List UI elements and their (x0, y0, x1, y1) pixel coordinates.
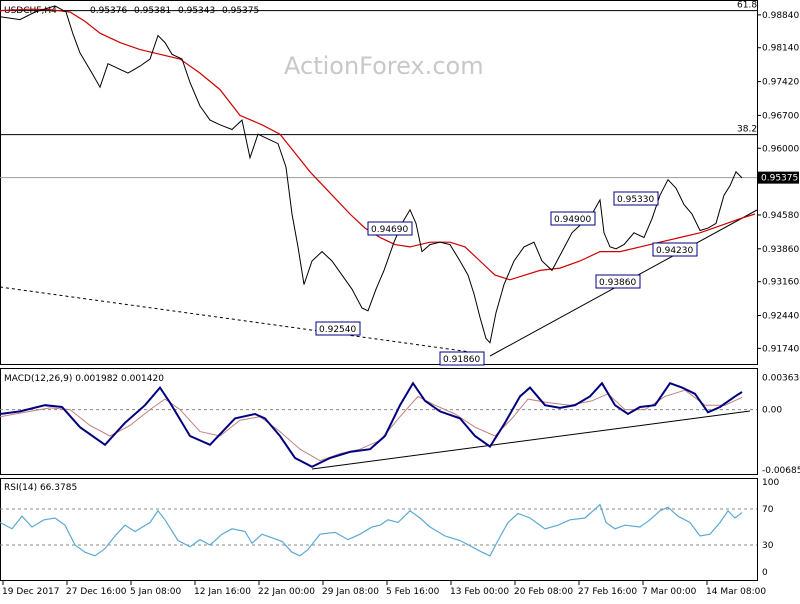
rsi-axis-tick: 100 (762, 478, 779, 488)
macd-axis-tick: 0.00 (762, 406, 782, 416)
time-axis-tick: 5 Feb 16:00 (386, 587, 440, 597)
svg-text:0.94900: 0.94900 (554, 215, 591, 225)
current-price-tag: 0.95375 (758, 171, 799, 184)
time-axis-tick: 5 Jan 08:00 (130, 587, 182, 597)
price-axis-tick: 0.94580 (762, 211, 799, 221)
price-annotation: 0.94230 (652, 242, 698, 257)
svg-text:0.95375: 0.95375 (761, 174, 798, 184)
watermark: ActionForex.com (284, 52, 484, 80)
price-axis-tick: 0.93160 (762, 278, 799, 288)
macd-panel-frame (0, 368, 758, 475)
svg-text:0.91860: 0.91860 (443, 355, 480, 365)
price-axis-tick: 0.92440 (762, 311, 799, 321)
rsi-title: RSI(14) 66.3785 (4, 483, 77, 493)
price-annotation: 0.93860 (595, 274, 641, 289)
macd-line (0, 381, 743, 468)
macd-axis-tick: -0.006855 (762, 466, 800, 476)
price-annotation: 0.94900 (550, 211, 596, 226)
price-annotation: 0.95330 (613, 191, 659, 206)
fib-label-61-8: 61.8 (737, 1, 757, 11)
price-annotation: 0.91860 (439, 351, 485, 366)
price-axis-tick: 0.91740 (762, 344, 799, 354)
macd-title: MACD(12,26,9) 0.001982 0.001420 (4, 374, 164, 384)
rsi-panel-frame (0, 478, 758, 581)
time-axis-tick: 13 Feb 00:00 (450, 587, 509, 597)
svg-text:0.93860: 0.93860 (599, 278, 636, 288)
price-annotation: 0.92540 (315, 321, 361, 336)
time-axis-tick: 20 Feb 08:00 (514, 587, 573, 597)
price-axis-tick: 0.93860 (762, 245, 799, 255)
dotted-trendline (0, 286, 486, 355)
price-annotation: 0.94690 (367, 221, 413, 236)
price-axis-tick: 0.98840 (762, 11, 799, 21)
time-axis-tick: 12 Jan 16:00 (194, 587, 251, 597)
price-axis-tick: 0.96000 (762, 144, 799, 154)
macd-axis-tick: 0.003636 (762, 374, 800, 384)
svg-text:0.94230: 0.94230 (656, 246, 693, 256)
rsi-axis-tick: 70 (762, 505, 774, 515)
price-panel-frame (0, 0, 758, 365)
rsi-axis-tick: 30 (762, 541, 774, 551)
price-series-line (0, 5, 743, 344)
svg-text:0.92540: 0.92540 (319, 325, 356, 335)
svg-text:0.94690: 0.94690 (371, 225, 408, 235)
time-axis-tick: 27 Feb 16:00 (578, 587, 637, 597)
moving-average-line (0, 8, 756, 281)
macd-trendline (311, 410, 751, 470)
svg-text:0.95330: 0.95330 (617, 195, 654, 205)
price-axis-tick: 0.98140 (762, 44, 799, 54)
price-axis-tick: 0.96700 (762, 111, 799, 121)
fib-label-38-2: 38.2 (737, 125, 757, 135)
time-axis-tick: 19 Dec 2017 (2, 587, 60, 597)
price-axis-tick: 0.97420 (762, 78, 799, 88)
time-axis-tick: 29 Jan 08:00 (322, 587, 379, 597)
time-axis-tick: 22 Jan 00:00 (258, 587, 315, 597)
rsi-line (0, 503, 743, 557)
time-axis-tick: 14 Mar 08:00 (706, 587, 766, 597)
rsi-axis-tick: 0 (762, 568, 768, 578)
time-axis-tick: 7 Mar 00:00 (642, 587, 697, 597)
time-axis-tick: 27 Dec 16:00 (66, 587, 127, 597)
